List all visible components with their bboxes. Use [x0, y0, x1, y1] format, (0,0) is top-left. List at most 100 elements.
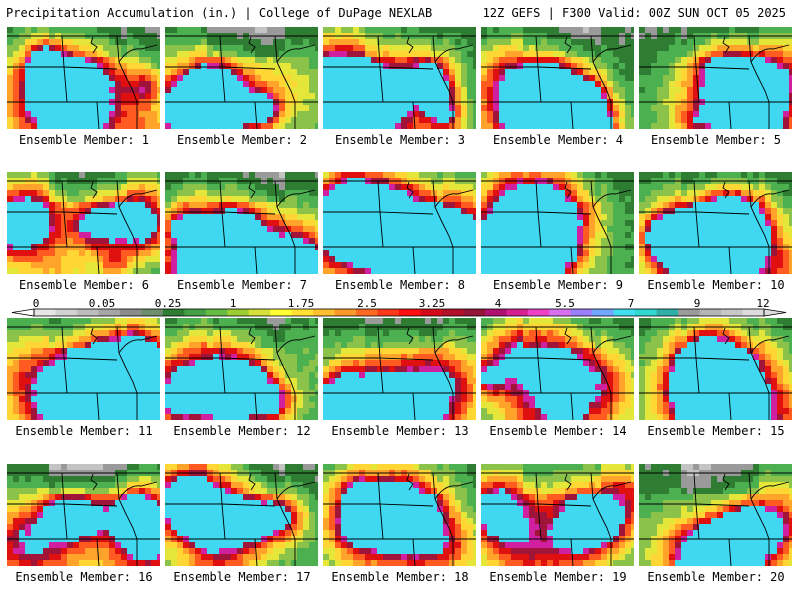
colorbar-outline: [33, 308, 765, 317]
colorbar-segment: [506, 309, 529, 316]
colorbar-segment: [678, 309, 701, 316]
colorbar-tick-label: 7: [627, 297, 635, 310]
colorbar-segment: [463, 309, 486, 316]
colorbar-segment: [592, 309, 615, 316]
precipitation-map: [481, 318, 634, 420]
colorbar-segment: [227, 309, 250, 316]
model-run-info: 12Z GEFS | F300 Valid: 00Z SUN OCT 05 20…: [482, 6, 786, 20]
ensemble-map-panel: [323, 27, 476, 129]
ensemble-member-label: Ensemble Member: 14: [489, 424, 627, 438]
ensemble-map-panel: [165, 27, 318, 129]
colorbar-segment: [742, 309, 765, 316]
colorbar-tick-label: 2.5: [357, 297, 377, 310]
colorbar-segment: [184, 309, 207, 316]
ensemble-member-label: Ensemble Member: 17: [173, 570, 311, 584]
ensemble-map-panel: [639, 464, 792, 566]
ensemble-map-panel: [481, 27, 634, 129]
colorbar-tick-label: 0.05: [88, 297, 116, 310]
ensemble-map-panel: [481, 318, 634, 420]
ensemble-map-panel: [7, 172, 160, 274]
ensemble-member-label: Ensemble Member: 15: [647, 424, 785, 438]
ensemble-member-label: Ensemble Member: 11: [15, 424, 153, 438]
ensemble-map-panel: [639, 318, 792, 420]
colorbar-low-arrow: [11, 308, 35, 317]
colorbar-segment: [356, 309, 379, 316]
ensemble-member-label: Ensemble Member: 5: [650, 133, 782, 147]
precipitation-map: [481, 172, 634, 274]
colorbar-segment: [76, 309, 99, 316]
precipitation-map: [639, 318, 792, 420]
colorbar-tick-label: 0.25: [154, 297, 182, 310]
ensemble-map-panel: [639, 27, 792, 129]
ensemble-member-label: Ensemble Member: 6: [18, 278, 150, 292]
colorbar-high-arrow: [763, 308, 787, 317]
ensemble-map-panel: [165, 318, 318, 420]
colorbar-segment: [34, 309, 56, 316]
colorbar-segment: [527, 309, 550, 316]
colorbar-segment: [291, 309, 314, 316]
colorbar-segment: [313, 309, 336, 316]
colorbar-tick-label: 12: [756, 297, 770, 310]
ensemble-member-label: Ensemble Member: 16: [15, 570, 153, 584]
ensemble-map-panel: [165, 172, 318, 274]
colorbar-segment: [420, 309, 443, 316]
colorbar-segment: [484, 309, 507, 316]
precipitation-map: [481, 464, 634, 566]
colorbar-tick-label: 3.25: [418, 297, 446, 310]
ensemble-member-label: Ensemble Member: 18: [331, 570, 469, 584]
ensemble-member-label: Ensemble Member: 2: [176, 133, 308, 147]
colorbar-segment: [635, 309, 658, 316]
ensemble-map-panel: [323, 318, 476, 420]
precipitation-map: [7, 464, 160, 566]
precipitation-map: [639, 464, 792, 566]
colorbar-segment: [399, 309, 421, 316]
colorbar-segment: [699, 309, 722, 316]
ensemble-map-panel: [639, 172, 792, 274]
colorbar-segment: [656, 309, 679, 316]
map-title: Precipitation Accumulation (in.) | Colle…: [6, 6, 433, 20]
precipitation-map: [323, 27, 476, 129]
ensemble-member-label: Ensemble Member: 1: [18, 133, 150, 147]
colorbar-segment: [205, 309, 228, 316]
ensemble-map-panel: [7, 27, 160, 129]
precipitation-map: [165, 318, 318, 420]
colorbar-tick-label: 0: [32, 297, 40, 310]
ensemble-member-label: Ensemble Member: 12: [173, 424, 311, 438]
ensemble-map-panel: [7, 318, 160, 420]
precipitation-map: [165, 172, 318, 274]
colorbar-segment: [570, 309, 593, 316]
colorbar-segment: [721, 309, 744, 316]
ensemble-member-label: Ensemble Member: 8: [334, 278, 466, 292]
precipitation-map: [7, 172, 160, 274]
ensemble-map-panel: [323, 464, 476, 566]
precipitation-colorbar: [11, 308, 787, 317]
colorbar-tick-label: 5.5: [555, 297, 575, 310]
colorbar-tick-label: 1: [229, 297, 237, 310]
precipitation-map: [165, 27, 318, 129]
ensemble-member-label: Ensemble Member: 10: [647, 278, 785, 292]
ensemble-member-label: Ensemble Member: 13: [331, 424, 469, 438]
colorbar-segment: [441, 309, 464, 316]
colorbar-segment: [334, 309, 357, 316]
colorbar-segment: [98, 309, 121, 316]
colorbar-segment: [55, 309, 78, 316]
ensemble-map-panel: [323, 172, 476, 274]
ensemble-member-label: Ensemble Member: 3: [334, 133, 466, 147]
precipitation-map: [323, 172, 476, 274]
colorbar-segment: [549, 309, 572, 316]
colorbar-segment: [248, 309, 271, 316]
colorbar-segment: [141, 309, 164, 316]
ensemble-map-panel: [481, 172, 634, 274]
colorbar-tick-label: 9: [693, 297, 701, 310]
ensemble-member-label: Ensemble Member: 4: [492, 133, 624, 147]
precipitation-map: [7, 318, 160, 420]
colorbar-tick-label: 4: [494, 297, 502, 310]
ensemble-member-label: Ensemble Member: 7: [176, 278, 308, 292]
precipitation-map: [7, 27, 160, 129]
precipitation-map: [323, 318, 476, 420]
ensemble-member-label: Ensemble Member: 9: [492, 278, 624, 292]
ensemble-map-panel: [7, 464, 160, 566]
colorbar-segment: [119, 309, 142, 316]
precipitation-map: [165, 464, 318, 566]
precipitation-map: [323, 464, 476, 566]
